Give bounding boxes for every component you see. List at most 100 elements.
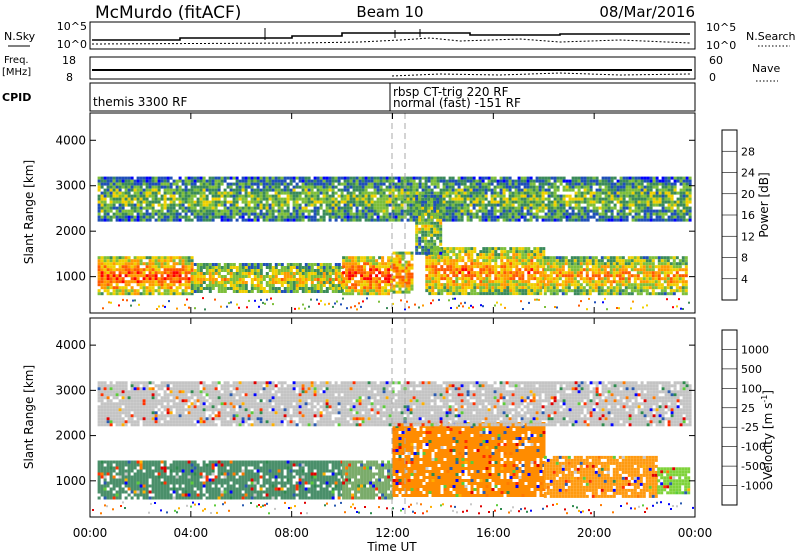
echo-cell xyxy=(424,194,428,198)
echo-cell xyxy=(509,292,513,296)
echo-cell xyxy=(151,176,155,180)
echo-cell xyxy=(445,200,449,204)
echo-cell xyxy=(229,272,233,275)
echo-cell xyxy=(301,209,305,213)
echo-cell xyxy=(556,206,560,210)
echo-cell xyxy=(253,194,257,198)
echo-cell xyxy=(118,206,122,210)
echo-cell xyxy=(360,277,364,281)
echo-cell xyxy=(178,176,182,180)
echo-cell xyxy=(505,179,509,183)
echo-cell xyxy=(100,262,104,266)
echo-cell xyxy=(639,289,643,293)
echo-cell xyxy=(139,176,143,180)
echo-cell xyxy=(518,289,522,293)
echo-cell xyxy=(331,194,335,198)
echo-cell xyxy=(517,215,521,219)
echo-cell xyxy=(232,203,236,207)
echo-cell xyxy=(202,272,206,275)
echo-cell xyxy=(449,262,453,266)
echo-cell xyxy=(517,185,521,189)
echo-cell xyxy=(583,212,587,216)
echo-cell xyxy=(316,266,320,269)
echo-cell xyxy=(381,265,385,269)
echo-cell xyxy=(337,215,341,219)
echo-cell xyxy=(235,284,239,287)
echo-cell xyxy=(295,209,299,213)
echo-cell xyxy=(511,185,515,189)
echo-cell xyxy=(600,286,604,290)
echo-cell xyxy=(530,283,534,287)
echo-cell xyxy=(685,191,689,195)
echo-cell xyxy=(640,194,644,198)
echo-cell xyxy=(265,200,269,204)
echo-cell xyxy=(328,278,332,281)
echo-cell xyxy=(539,250,543,254)
echo-cell xyxy=(384,271,388,275)
echo-cell xyxy=(484,197,488,201)
echo-cell xyxy=(112,215,116,219)
echo-cell xyxy=(443,286,447,290)
echo-cell xyxy=(559,206,563,210)
echo-cell xyxy=(184,176,188,180)
date-title: 08/Mar/2016 xyxy=(599,3,695,21)
echo-cell xyxy=(331,290,335,293)
echo-cell xyxy=(151,194,155,198)
echo-cell xyxy=(109,209,113,213)
echo-cell xyxy=(205,197,209,201)
echo-cell xyxy=(352,191,356,195)
echo-cell xyxy=(175,277,179,281)
echo-cell xyxy=(133,265,137,269)
echo-cell xyxy=(544,203,548,207)
echo-cell xyxy=(612,274,616,278)
echo-cell xyxy=(588,259,592,263)
echo-cell xyxy=(391,215,395,219)
echo-cell xyxy=(642,271,646,275)
echo-cell xyxy=(454,191,458,195)
echo-cell xyxy=(211,188,215,192)
echo-cell xyxy=(576,283,580,287)
echo-cell xyxy=(484,218,488,222)
echo-cell xyxy=(367,194,371,198)
echo-cell xyxy=(663,259,667,263)
echo-cell xyxy=(515,268,519,272)
echo-cell xyxy=(624,265,628,269)
echo-cell xyxy=(424,212,428,216)
echo-cell xyxy=(151,185,155,189)
echo-cell xyxy=(190,206,194,210)
echo-cell xyxy=(106,274,110,278)
echo-cell xyxy=(148,179,152,183)
echo-cell xyxy=(503,286,507,290)
echo-cell xyxy=(532,194,536,198)
echo-cell xyxy=(286,266,290,269)
echo-cell xyxy=(106,191,110,195)
echo-cell xyxy=(415,224,419,228)
echo-cell xyxy=(591,256,595,260)
echo-cell xyxy=(148,206,152,210)
echo-cell xyxy=(524,280,528,284)
echo-cell xyxy=(316,182,320,186)
echo-cell xyxy=(499,185,503,189)
echo-cell xyxy=(301,212,305,216)
echo-cell xyxy=(646,182,650,186)
echo-cell xyxy=(331,272,335,275)
echo-cell xyxy=(403,188,407,192)
echo-cell xyxy=(202,194,206,198)
echo-cell xyxy=(280,203,284,207)
echo-cell xyxy=(431,256,435,260)
echo-cell xyxy=(392,287,396,291)
echo-cell xyxy=(148,286,152,290)
echo-cell xyxy=(559,176,563,180)
echo-cell xyxy=(454,218,458,222)
echo-cell xyxy=(256,215,260,219)
echo-cell xyxy=(619,218,623,222)
echo-cell xyxy=(407,278,411,282)
echo-cell xyxy=(241,206,245,210)
echo-cell xyxy=(607,191,611,195)
echo-cell xyxy=(280,176,284,180)
echo-cell xyxy=(229,200,233,204)
echo-cell xyxy=(637,206,641,210)
echo-cell xyxy=(661,212,665,216)
echo-cell xyxy=(502,206,506,210)
echo-cell xyxy=(382,212,386,216)
